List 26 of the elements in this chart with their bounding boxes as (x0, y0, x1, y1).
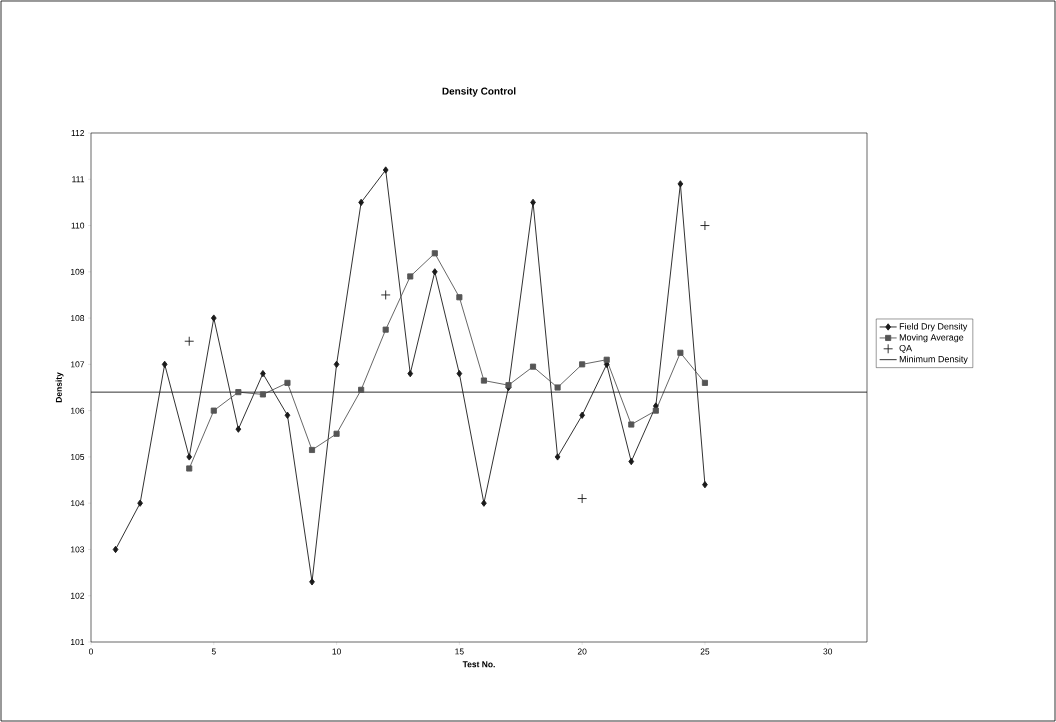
x-tick-label: 10 (332, 648, 341, 655)
x-axis-title: Test No. (462, 661, 495, 668)
y-axis-title: Density (55, 372, 64, 403)
y-tick-label: 106 (71, 407, 85, 414)
x-tick-label: 20 (577, 648, 587, 655)
y-tick-label: 111 (72, 176, 85, 183)
legend-label: Minimum Density (899, 355, 968, 365)
y-tick-label: 112 (71, 130, 85, 136)
y-tick-label: 107 (71, 361, 85, 368)
y-tick-label: 102 (71, 592, 85, 599)
chart-title: Density Control (442, 87, 516, 97)
x-tick-label: 30 (823, 648, 833, 655)
y-tick-label: 105 (71, 453, 85, 460)
y-tick-label: 103 (71, 546, 85, 553)
y-tick-label: 101 (71, 639, 85, 645)
y-tick-label: 104 (71, 500, 85, 507)
y-tick-label: 108 (71, 315, 85, 322)
legend-label: Moving Average (899, 333, 964, 343)
y-tick-label: 109 (71, 268, 85, 275)
x-tick-label: 0 (88, 648, 94, 655)
x-tick-label: 5 (211, 648, 216, 655)
legend-label: QA (899, 344, 913, 353)
x-tick-label: 25 (700, 648, 710, 655)
y-tick-label: 110 (71, 222, 85, 229)
x-tick-label: 15 (455, 648, 464, 655)
legend-label: Field Dry Density (899, 322, 968, 332)
